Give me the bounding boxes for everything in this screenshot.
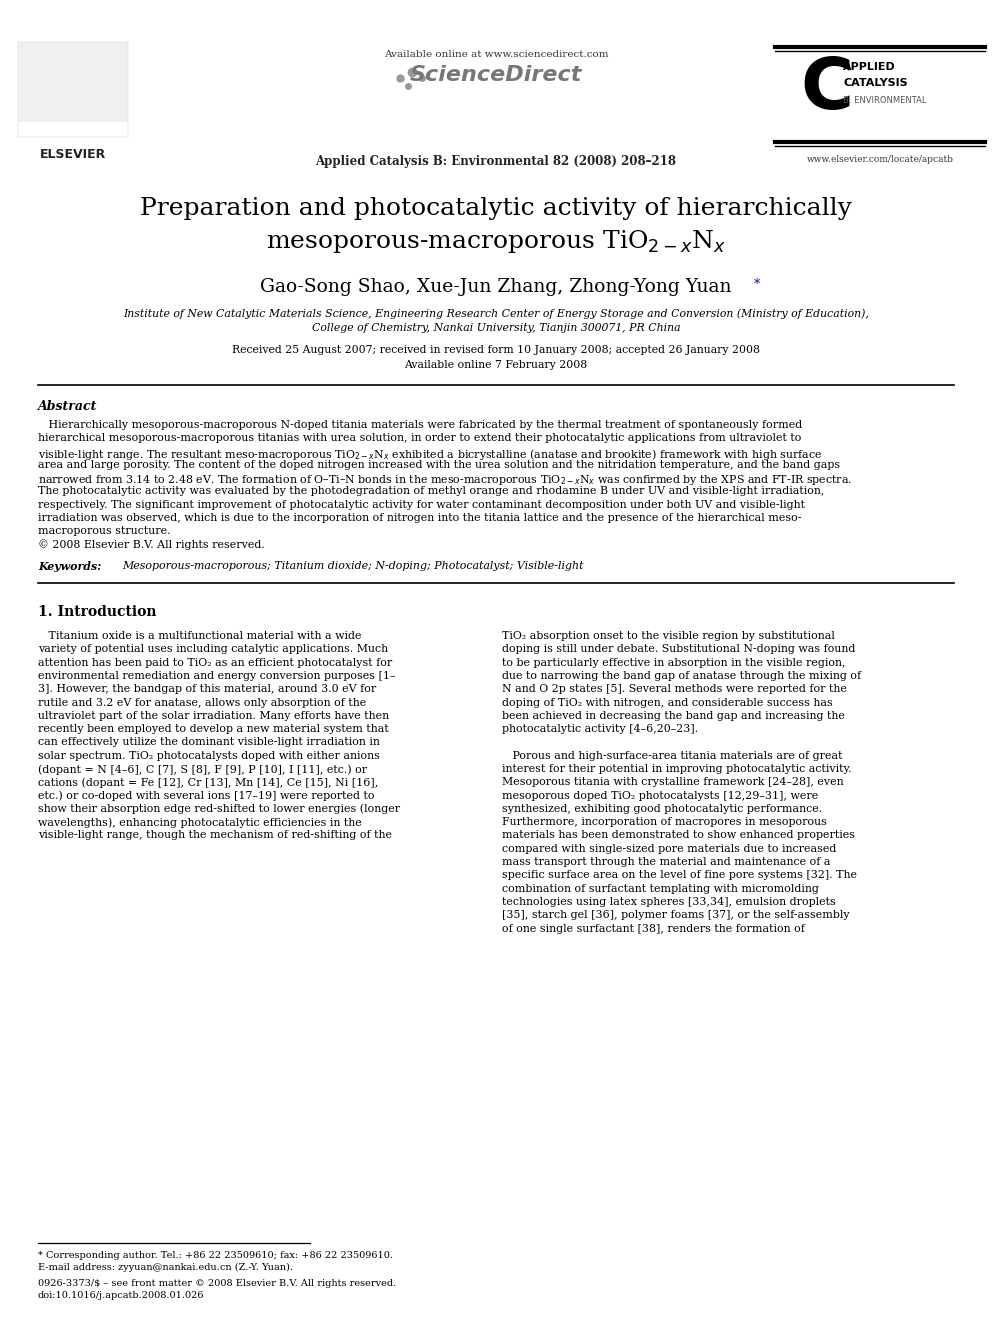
Text: macroporous structure.: macroporous structure.: [38, 527, 171, 536]
Text: compared with single-sized pore materials due to increased: compared with single-sized pore material…: [502, 844, 836, 853]
Text: materials has been demonstrated to show enhanced properties: materials has been demonstrated to show …: [502, 831, 855, 840]
Text: due to narrowing the band gap of anatase through the mixing of: due to narrowing the band gap of anatase…: [502, 671, 861, 681]
Text: combination of surfactant templating with micromolding: combination of surfactant templating wit…: [502, 884, 818, 894]
Text: ultraviolet part of the solar irradiation. Many efforts have then: ultraviolet part of the solar irradiatio…: [38, 710, 389, 721]
Text: 0926-3373/$ – see front matter © 2008 Elsevier B.V. All rights reserved.: 0926-3373/$ – see front matter © 2008 El…: [38, 1279, 396, 1289]
Text: CATALYSIS: CATALYSIS: [843, 78, 908, 89]
Text: Mesoporous titania with crystalline framework [24–28], even: Mesoporous titania with crystalline fram…: [502, 778, 843, 787]
Text: interest for their potential in improving photocatalytic activity.: interest for their potential in improvin…: [502, 763, 851, 774]
Text: Institute of New Catalytic Materials Science, Engineering Research Center of Ene: Institute of New Catalytic Materials Sci…: [123, 308, 869, 319]
Text: irradiation was observed, which is due to the incorporation of nitrogen into the: irradiation was observed, which is due t…: [38, 513, 802, 523]
Text: College of Chemistry, Nankai University, Tianjin 300071, PR China: College of Chemistry, Nankai University,…: [311, 323, 681, 333]
Bar: [18, 42, 128, 122]
Text: Preparation and photocatalytic activity of hierarchically: Preparation and photocatalytic activity …: [140, 197, 852, 220]
Text: respectively. The significant improvement of photocatalytic activity for water c: respectively. The significant improvemen…: [38, 500, 805, 509]
Text: narrowed from 3.14 to 2.48 eV. The formation of O–Ti–N bonds in the meso-macropo: narrowed from 3.14 to 2.48 eV. The forma…: [38, 474, 852, 487]
Text: solar spectrum. TiO₂ photocatalysts doped with either anions: solar spectrum. TiO₂ photocatalysts dope…: [38, 750, 380, 761]
Text: N and O 2p states [5]. Several methods were reported for the: N and O 2p states [5]. Several methods w…: [502, 684, 847, 695]
Text: Applied Catalysis B: Environmental 82 (2008) 208–218: Applied Catalysis B: Environmental 82 (2…: [315, 155, 677, 168]
Text: C: C: [800, 56, 853, 124]
Text: Available online 7 February 2008: Available online 7 February 2008: [405, 360, 587, 370]
Text: Gao-Song Shao, Xue-Jun Zhang, Zhong-Yong Yuan: Gao-Song Shao, Xue-Jun Zhang, Zhong-Yong…: [260, 278, 732, 296]
Text: wavelengths), enhancing photocatalytic efficiencies in the: wavelengths), enhancing photocatalytic e…: [38, 818, 362, 828]
Text: 3]. However, the bandgap of this material, around 3.0 eV for: 3]. However, the bandgap of this materia…: [38, 684, 376, 695]
Text: mesoporous-macroporous TiO$_{2-x}$N$_x$: mesoporous-macroporous TiO$_{2-x}$N$_x$: [266, 228, 726, 255]
Text: synthesized, exhibiting good photocatalytic performance.: synthesized, exhibiting good photocataly…: [502, 804, 822, 814]
Text: doping of TiO₂ with nitrogen, and considerable success has: doping of TiO₂ with nitrogen, and consid…: [502, 697, 832, 708]
Text: etc.) or co-doped with several ions [17–19] were reported to: etc.) or co-doped with several ions [17–…: [38, 791, 375, 802]
Text: can effectively utilize the dominant visible-light irradiation in: can effectively utilize the dominant vis…: [38, 737, 380, 747]
Text: *: *: [754, 278, 760, 291]
Text: * Corresponding author. Tel.: +86 22 23509610; fax: +86 22 23509610.: * Corresponding author. Tel.: +86 22 235…: [38, 1252, 393, 1259]
Text: doping is still under debate. Substitutional N-doping was found: doping is still under debate. Substituti…: [502, 644, 855, 655]
Text: The photocatalytic activity was evaluated by the photodegradation of methyl oran: The photocatalytic activity was evaluate…: [38, 487, 824, 496]
Text: specific surface area on the level of fine pore systems [32]. The: specific surface area on the level of fi…: [502, 871, 857, 880]
Text: mass transport through the material and maintenance of a: mass transport through the material and …: [502, 857, 830, 867]
Text: visible-light range. The resultant meso-macroporous TiO$_{2-x}$N$_x$ exhibited a: visible-light range. The resultant meso-…: [38, 447, 822, 462]
Text: hierarchical mesoporous-macroporous titanias with urea solution, in order to ext: hierarchical mesoporous-macroporous tita…: [38, 434, 802, 443]
Text: E-mail address: zyyuan@nankai.edu.cn (Z.-Y. Yuan).: E-mail address: zyyuan@nankai.edu.cn (Z.…: [38, 1263, 293, 1273]
Text: Available online at www.sciencedirect.com: Available online at www.sciencedirect.co…: [384, 50, 608, 60]
Text: to be particularly effective in absorption in the visible region,: to be particularly effective in absorpti…: [502, 658, 845, 668]
Text: technologies using latex spheres [33,34], emulsion droplets: technologies using latex spheres [33,34]…: [502, 897, 835, 908]
Text: www.elsevier.com/locate/apcatb: www.elsevier.com/locate/apcatb: [806, 155, 953, 164]
Text: Furthermore, incorporation of macropores in mesoporous: Furthermore, incorporation of macropores…: [502, 818, 827, 827]
Text: TiO₂ absorption onset to the visible region by substitutional: TiO₂ absorption onset to the visible reg…: [502, 631, 835, 642]
Text: ScienceDirect: ScienceDirect: [410, 65, 582, 85]
Text: been achieved in decreasing the band gap and increasing the: been achieved in decreasing the band gap…: [502, 710, 845, 721]
Text: cations (dopant = Fe [12], Cr [13], Mn [14], Ce [15], Ni [16],: cations (dopant = Fe [12], Cr [13], Mn […: [38, 778, 378, 789]
Text: [35], starch gel [36], polymer foams [37], or the self-assembly: [35], starch gel [36], polymer foams [37…: [502, 910, 849, 921]
Text: B. ENVIRONMENTAL: B. ENVIRONMENTAL: [843, 97, 927, 105]
Text: visible-light range, though the mechanism of red-shifting of the: visible-light range, though the mechanis…: [38, 831, 392, 840]
Text: rutile and 3.2 eV for anatase, allows only absorption of the: rutile and 3.2 eV for anatase, allows on…: [38, 697, 366, 708]
Text: area and large porosity. The content of the doped nitrogen increased with the ur: area and large porosity. The content of …: [38, 460, 840, 470]
Text: of one single surfactant [38], renders the formation of: of one single surfactant [38], renders t…: [502, 923, 805, 934]
Text: (dopant = N [4–6], C [7], S [8], F [9], P [10], I [11], etc.) or: (dopant = N [4–6], C [7], S [8], F [9], …: [38, 763, 367, 774]
Text: ELSEVIER: ELSEVIER: [40, 148, 106, 161]
Text: Hierarchically mesoporous-macroporous N-doped titania materials were fabricated : Hierarchically mesoporous-macroporous N-…: [38, 419, 803, 430]
Bar: [18, 42, 128, 138]
Text: show their absorption edge red-shifted to lower energies (longer: show their absorption edge red-shifted t…: [38, 804, 400, 815]
Text: recently been employed to develop a new material system that: recently been employed to develop a new …: [38, 724, 389, 734]
Text: Abstract: Abstract: [38, 400, 97, 413]
Text: © 2008 Elsevier B.V. All rights reserved.: © 2008 Elsevier B.V. All rights reserved…: [38, 540, 265, 550]
Text: doi:10.1016/j.apcatb.2008.01.026: doi:10.1016/j.apcatb.2008.01.026: [38, 1291, 204, 1301]
Text: APPLIED: APPLIED: [843, 62, 896, 71]
Text: Porous and high-surface-area titania materials are of great: Porous and high-surface-area titania mat…: [502, 750, 842, 761]
Text: Keywords:: Keywords:: [38, 561, 101, 572]
Text: Mesoporous-macroporous; Titanium dioxide; N-doping; Photocatalyst; Visible-light: Mesoporous-macroporous; Titanium dioxide…: [122, 561, 583, 572]
Text: 1. Introduction: 1. Introduction: [38, 605, 157, 619]
Text: environmental remediation and energy conversion purposes [1–: environmental remediation and energy con…: [38, 671, 396, 681]
Text: mesoporous doped TiO₂ photocatalysts [12,29–31], were: mesoporous doped TiO₂ photocatalysts [12…: [502, 791, 818, 800]
Text: attention has been paid to TiO₂ as an efficient photocatalyst for: attention has been paid to TiO₂ as an ef…: [38, 658, 392, 668]
Text: Received 25 August 2007; received in revised form 10 January 2008; accepted 26 J: Received 25 August 2007; received in rev…: [232, 345, 760, 355]
Text: photocatalytic activity [4–6,20–23].: photocatalytic activity [4–6,20–23].: [502, 724, 698, 734]
Text: Titanium oxide is a multifunctional material with a wide: Titanium oxide is a multifunctional mate…: [38, 631, 361, 642]
Text: variety of potential uses including catalytic applications. Much: variety of potential uses including cata…: [38, 644, 388, 655]
